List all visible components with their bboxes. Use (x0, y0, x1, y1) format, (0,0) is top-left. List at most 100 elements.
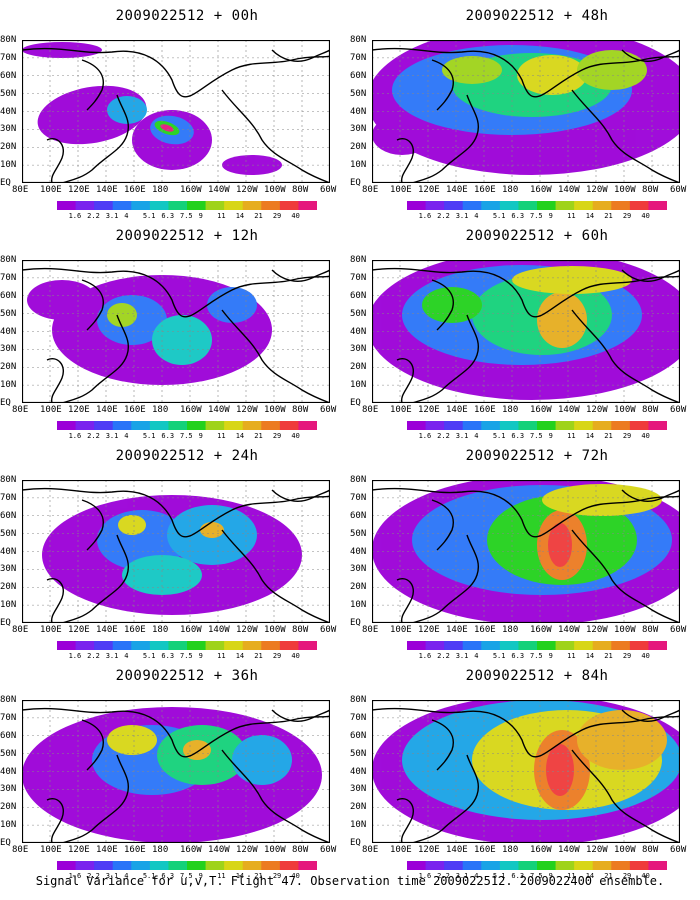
colorbar-level-label: 4 (124, 652, 129, 660)
lat-label: 10N (0, 380, 17, 391)
colorbar-level-label: 4 (474, 652, 479, 660)
lon-label: 140E (446, 845, 468, 855)
colorbar-level-label: 9 (548, 652, 553, 660)
lon-label: 80E (362, 185, 379, 195)
colorbar-swatch (94, 201, 114, 210)
lon-label: 100E (40, 625, 62, 635)
lon-label: 160W (530, 185, 552, 195)
map-panel-0h: 2009022512 + 00h 80N 70N 60N 50N 40N 30N 20N 10N… (0, 8, 352, 233)
lon-label: 120W (586, 185, 608, 195)
lon-label: 100W (264, 185, 286, 195)
colorbar-level-label: 3.1 (105, 652, 119, 660)
lon-label: 100E (40, 185, 62, 195)
colorbar-level-label: 5.1 (492, 212, 506, 220)
colorbar-level-label: 29 (622, 432, 632, 440)
colorbar-swatch (205, 641, 225, 650)
colorbar-level-label: 14 (235, 652, 245, 660)
colorbar-swatch (298, 201, 317, 210)
colorbar-level-label: 9 (548, 872, 553, 880)
colorbar-swatch (187, 861, 207, 870)
colorbar-level-label: 29 (272, 652, 282, 660)
lon-label: 120E (418, 625, 440, 635)
colorbar-level-label: 5.1 (142, 432, 156, 440)
colorbar-swatch (537, 641, 557, 650)
lon-label: 180 (502, 185, 519, 195)
lat-label: EQ (0, 838, 11, 848)
lon-label: 120W (586, 625, 608, 635)
variance-map (22, 260, 330, 403)
colorbar-level-label: 14 (235, 872, 245, 880)
colorbar-swatch (57, 861, 77, 870)
colorbar-level-label: 40 (641, 212, 650, 220)
colorbar-swatch (279, 641, 299, 650)
lat-label: 20N (350, 142, 367, 153)
panel-title: 2009022512 + 12h (115, 228, 259, 244)
colorbar-swatch (462, 861, 482, 870)
colorbar-level-label: 5.1 (142, 652, 156, 660)
lon-label: 120W (236, 185, 258, 195)
lat-label: 40N (0, 326, 17, 337)
colorbar-swatch (205, 861, 225, 870)
colorbar-swatch (462, 201, 482, 210)
panel-title: 2009022512 + 00h (115, 8, 259, 24)
lat-label: 10N (0, 600, 17, 611)
colorbar-swatch (131, 421, 151, 430)
lat-label: EQ (0, 618, 11, 628)
colorbar-swatch (298, 861, 317, 870)
colorbar-swatch (537, 861, 557, 870)
colorbar-level-label: 6.3 (161, 872, 175, 880)
colorbar-level-label: 4 (474, 432, 479, 440)
colorbar-swatch (611, 201, 631, 210)
variance-map (372, 40, 680, 183)
colorbar-level-label: 29 (622, 652, 632, 660)
colorbar (407, 861, 667, 870)
lat-label: EQ (350, 398, 361, 408)
colorbar-level-label: 6.3 (161, 212, 175, 220)
colorbar-swatch (444, 201, 464, 210)
lon-label: 120E (68, 405, 90, 415)
lat-label: 70N (0, 272, 17, 283)
colorbar-level-label: 3.1 (105, 872, 119, 880)
panel-title: 2009022512 + 24h (115, 448, 259, 464)
colorbar-swatch (481, 201, 501, 210)
lat-label: 70N (350, 712, 367, 723)
lat-label: 80N (350, 35, 367, 45)
lon-label: 60W (320, 625, 337, 635)
lon-label: 100W (264, 625, 286, 635)
colorbar-level-label: 5.1 (492, 432, 506, 440)
colorbar-swatch (574, 421, 594, 430)
lat-label: 40N (350, 106, 367, 117)
colorbar-swatch (261, 201, 281, 210)
colorbar-swatch (242, 201, 262, 210)
colorbar-level-label: 14 (235, 432, 245, 440)
lat-label: EQ (350, 178, 361, 188)
colorbar-swatch (187, 641, 207, 650)
colorbar-level-label: 21 (604, 872, 613, 880)
colorbar-level-label: 2.2 (437, 432, 450, 440)
panel-title: 2009022512 + 84h (465, 668, 609, 684)
colorbar-level-label: 14 (585, 432, 595, 440)
colorbar-level-label: 1.6 (68, 872, 82, 880)
colorbar-level-label: 1.6 (68, 652, 82, 660)
colorbar-level-label: 11 (567, 652, 576, 660)
colorbar-swatch (518, 641, 538, 650)
colorbar (407, 641, 667, 650)
lat-label: 10N (350, 160, 367, 171)
colorbar-level-label: 2.2 (87, 872, 100, 880)
colorbar-swatch (298, 641, 317, 650)
lon-label: 160W (530, 625, 552, 635)
colorbar-swatch (407, 421, 427, 430)
colorbar-swatch (518, 201, 538, 210)
colorbar-level-label: 2.2 (87, 432, 100, 440)
colorbar-swatch (555, 201, 575, 210)
lat-label: EQ (0, 178, 11, 188)
colorbar-swatch (149, 421, 169, 430)
lon-label: 140E (446, 185, 468, 195)
colorbar-level-label: 3.1 (105, 212, 119, 220)
colorbar-level-label: 5.1 (492, 652, 506, 660)
colorbar-level-label: 1.6 (68, 432, 82, 440)
lat-label: 20N (0, 802, 17, 813)
colorbar-swatch (537, 201, 557, 210)
figure-caption: Signal Variance for u,v,T. Flight 47. Ob… (35, 874, 665, 888)
colorbar-swatch (481, 641, 501, 650)
